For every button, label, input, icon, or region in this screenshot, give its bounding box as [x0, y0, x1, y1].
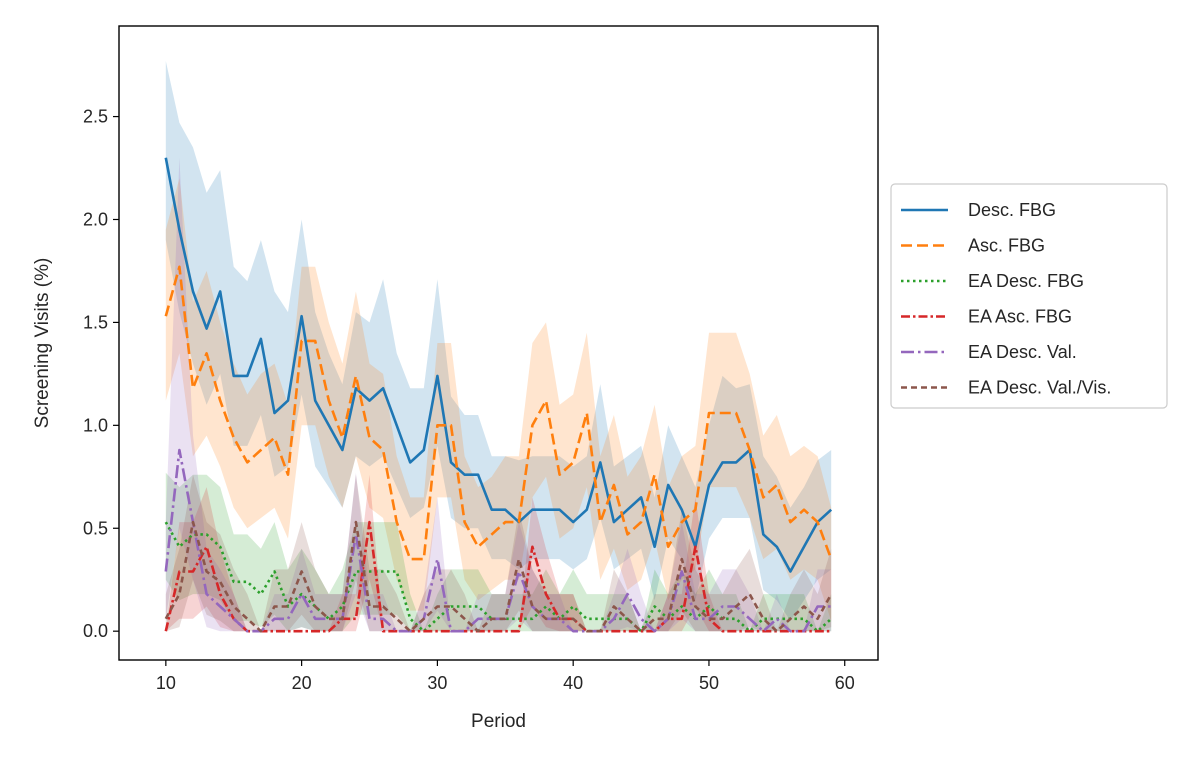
- legend-label: EA Desc. Val./Vis.: [968, 378, 1111, 398]
- x-tick-label: 30: [427, 673, 447, 693]
- band-ea-desc-fbg: [165, 472, 832, 632]
- legend-item-ea-desc-fbg: EA Desc. FBG: [901, 271, 1084, 291]
- legend-label: EA Desc. FBG: [968, 271, 1084, 291]
- y-tick-label: 2.0: [83, 209, 108, 229]
- legend-item-desc-fbg: Desc. FBG: [901, 200, 1056, 220]
- y-axis-label: Screening Visits (%): [32, 258, 53, 429]
- y-tick-label: 1.5: [83, 312, 108, 332]
- band-asc-fbg: [165, 178, 832, 621]
- y-tick-label: 0.0: [83, 621, 108, 641]
- x-tick-label: 50: [699, 673, 719, 693]
- series-line-ea-desc-val: [164, 448, 832, 633]
- series-line-ea-desc-val-vis: [164, 520, 833, 633]
- y-tick-label: 2.5: [83, 107, 108, 127]
- x-axis: 10 20 30 40 50 60: [156, 660, 855, 693]
- series-line-desc-fbg: [164, 157, 833, 573]
- series-lines: [164, 157, 833, 633]
- y-tick-label: 0.5: [83, 518, 108, 538]
- legend-item-ea-desc-val: EA Desc. Val.: [901, 342, 1077, 362]
- legend-item-ea-desc-val-vis: EA Desc. Val./Vis.: [901, 378, 1111, 398]
- legend-item-asc-fbg: Asc. FBG: [901, 236, 1045, 256]
- plot-frame: [118, 25, 879, 661]
- y-tick-label: 1.0: [83, 415, 108, 435]
- series-line-ea-asc-fbg: [164, 520, 832, 633]
- series-line-ea-desc-fbg: [164, 521, 833, 633]
- x-tick-label: 40: [563, 673, 583, 693]
- y-axis: 0.0 0.5 1.0 1.5 2.0 2.5: [83, 107, 119, 641]
- legend-label: EA Desc. Val.: [968, 342, 1077, 362]
- x-tick-label: 60: [835, 673, 855, 693]
- x-tick-label: 10: [156, 673, 176, 693]
- band-desc-fbg: [165, 61, 832, 621]
- legend-item-ea-asc-fbg: EA Asc. FBG: [901, 307, 1072, 327]
- legend-box: [890, 183, 1168, 409]
- series-line-asc-fbg: [164, 265, 833, 561]
- legend-label: Desc. FBG: [968, 200, 1056, 220]
- legend: Desc. FBG Asc. FBG EA Desc. FBG EA Asc. FBG…: [890, 183, 1168, 409]
- legend-label: Asc. FBG: [968, 236, 1045, 256]
- legend-label: EA Asc. FBG: [968, 307, 1072, 327]
- plot-area: [119, 26, 878, 660]
- x-axis-label: Period: [471, 711, 526, 732]
- x-tick-label: 20: [292, 673, 312, 693]
